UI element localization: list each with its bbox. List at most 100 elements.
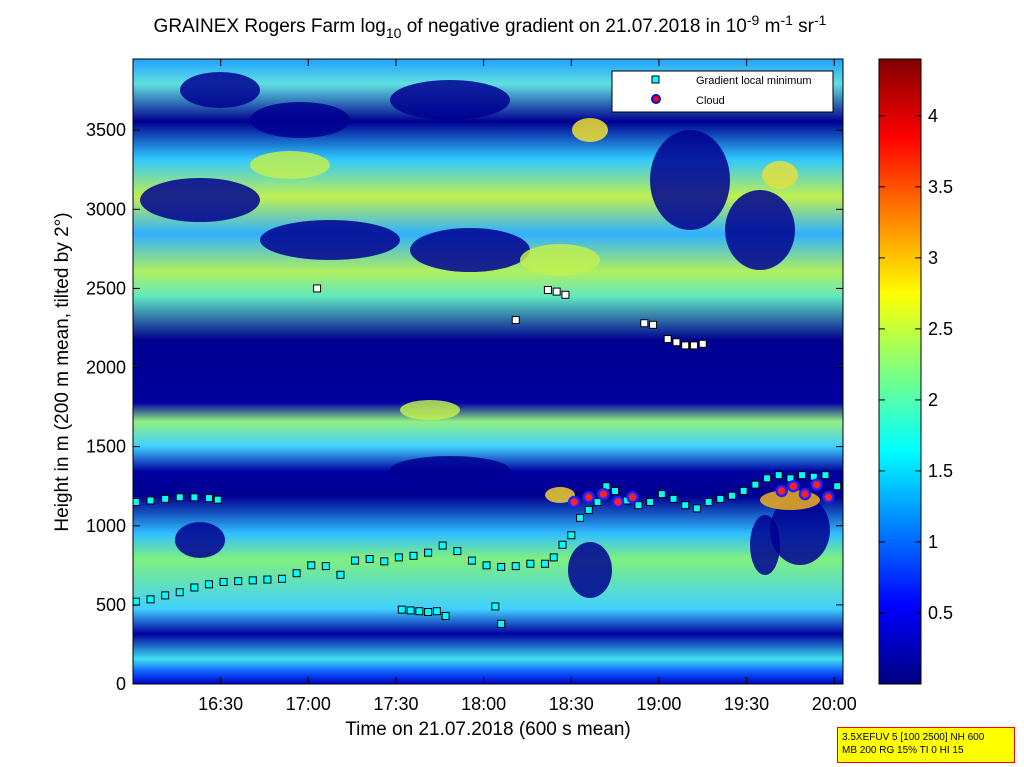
y-axis: 0 500 1000 1500 2000 2500 3000 3500: [86, 120, 843, 694]
gradient-minimum-marker: [204, 494, 213, 503]
gradient-minimum-marker: [365, 555, 374, 563]
legend-marker-cloud: [651, 94, 661, 104]
gradient-minimum-marker: [406, 606, 415, 615]
gradient-minimum-marker: [739, 486, 748, 495]
heatmap-blob-1: [260, 220, 400, 260]
heatmap-blob-11: [520, 244, 600, 276]
cloud-marker: [810, 478, 823, 491]
heatmap-blob-13: [568, 542, 612, 598]
gradient-minimum-marker: [774, 471, 783, 480]
gradient-minimum-marker: [669, 494, 678, 503]
x-tick-label: 18:30: [549, 694, 594, 714]
heatmap-blob-17: [400, 400, 460, 420]
gradient-minimum-marker: [681, 501, 690, 510]
heatmap-blob-15: [750, 515, 780, 575]
colorbar-tick-label: 1.5: [928, 461, 953, 481]
gradient-minimum-marker: [161, 591, 170, 600]
gradient-minimum-marker: [634, 501, 643, 510]
legend: Gradient local minimum Cloud: [611, 70, 834, 113]
cloud-marker: [582, 491, 596, 504]
gradient-minimum-marker: [146, 595, 155, 604]
cloud-marker: [626, 491, 639, 504]
gradient-minimum-marker: [497, 619, 506, 628]
x-tick-label: 19:00: [636, 694, 681, 714]
gradient-minimum-marker: [204, 580, 213, 589]
heatmap-blob-6: [180, 72, 260, 108]
legend-label-cloud: Cloud: [696, 95, 725, 107]
gradient-minimum-marker: [234, 577, 243, 586]
x-axis: 16:30 17:00 17:30 18:00 18:30 19:00 19:30 20:00: [198, 59, 857, 714]
colorbar-tick-label: 3.5: [928, 177, 953, 197]
gradient-minimum-marker: [380, 557, 389, 566]
info-line-2: MB 200 RG 15% TI 0 HI 15: [842, 745, 964, 756]
gradient-minimum-marker: [491, 602, 500, 611]
gradient-minimum-marker: [213, 495, 222, 504]
gradient-minimum-marker: [611, 486, 620, 495]
gradient-minimum-marker: [161, 494, 170, 503]
colorbar-tick-label: 0.5: [928, 603, 953, 623]
heatmap-blob-19: [545, 487, 575, 503]
gradient-minimum-marker: [692, 504, 701, 513]
cloud-marker: [775, 484, 788, 498]
colorbar-tick-label: 2: [928, 390, 938, 410]
colorbar-scale: [878, 58, 922, 685]
gradient-minimum-marker: [415, 607, 424, 616]
y-tick-label: 2000: [86, 358, 126, 378]
gradient-minimum-marker: [716, 494, 725, 503]
chart-title: GRAINEX Rogers Farm log10 of negative gr…: [154, 12, 827, 41]
gradient-minimum-marker: [263, 575, 272, 584]
y-axis-label: Height in m (200 m mean, tilted by 2°): [52, 212, 73, 531]
gradient-minimum-marker: [424, 548, 433, 557]
gradient-minimum-marker: [351, 556, 360, 565]
gradient-minimum-marker: [394, 553, 403, 562]
heatmap-blob-0: [140, 178, 260, 222]
gradient-minimum-marker: [432, 607, 441, 616]
cloud-marker: [822, 491, 835, 504]
gradient-minimum-marker: [543, 286, 552, 295]
colorbar-tick-label: 2.5: [928, 319, 953, 339]
gradient-minimum-marker: [763, 474, 772, 483]
gradient-minimum-marker: [649, 320, 658, 329]
gradient-minimum-marker: [704, 498, 713, 507]
gradient-minimum-marker: [307, 561, 316, 570]
gradient-minimum-marker: [190, 493, 199, 502]
gradient-minimum-marker: [409, 551, 418, 560]
gradient-minimum-marker: [441, 611, 450, 620]
x-tick-label: 17:00: [286, 694, 331, 714]
heatmap: [133, 59, 843, 684]
gradient-minimum-marker: [567, 531, 576, 540]
gradient-minimum-marker: [482, 561, 491, 570]
heatmap-blobs: [140, 72, 830, 598]
colorbar-ticks: 0.5 1 1.5 2 2.5 3 3.5 4: [879, 106, 953, 623]
gradient-minimum-marker: [511, 562, 520, 571]
gradient-minimum-marker: [727, 491, 736, 500]
y-tick-label: 2500: [86, 278, 126, 298]
gradient-minimum-marker: [424, 608, 433, 617]
markers-layer: [133, 284, 842, 628]
gradient-minimum-marker: [663, 335, 672, 344]
heatmap-blob-5: [390, 80, 510, 120]
gradient-minimum-marker: [552, 287, 561, 296]
y-tick-label: 1500: [86, 437, 126, 457]
y-tick-label: 500: [96, 595, 126, 615]
gradient-minimum-marker: [438, 541, 447, 550]
gradient-minimum-marker: [540, 559, 549, 568]
colorbar-tick-label: 4: [928, 106, 938, 126]
gradient-minimum-marker: [453, 547, 462, 556]
gradient-minimum-marker: [219, 577, 228, 586]
cloud-marker: [787, 479, 800, 493]
heatmap-blob-9: [762, 161, 798, 189]
gradient-minimum-marker: [278, 574, 287, 583]
heatmap-blob-12: [175, 522, 225, 558]
gradient-minimum-marker: [576, 513, 585, 522]
heatmap-blob-14: [770, 495, 830, 565]
gradient-minimum-marker: [526, 559, 535, 568]
x-tick-label: 18:00: [461, 694, 506, 714]
heatmap-blob-7: [725, 190, 795, 270]
heatmap-blob-3: [650, 130, 730, 230]
gradient-minimum-marker: [313, 284, 322, 293]
cloud-marker: [567, 495, 581, 509]
gradient-minimum-marker: [321, 562, 330, 571]
colorbar-tick-label: 1: [928, 532, 938, 552]
